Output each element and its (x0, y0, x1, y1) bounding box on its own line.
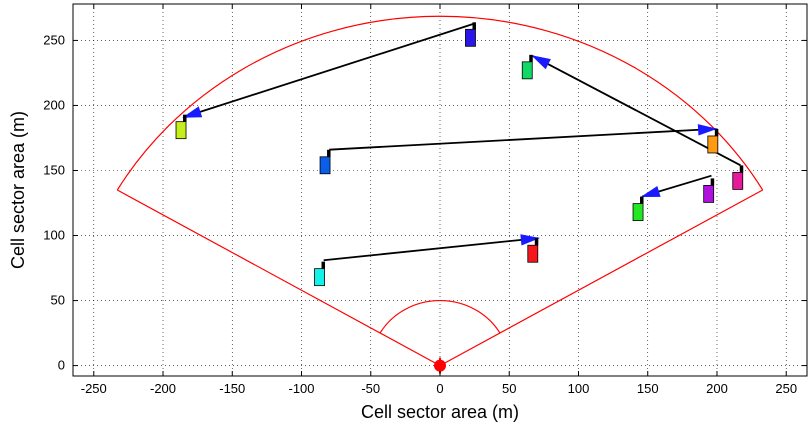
user-antenna (321, 261, 326, 269)
x-axis-label: Cell sector area (m) (361, 402, 519, 422)
user-marker (732, 171, 744, 190)
x-tick-label: 250 (775, 381, 797, 396)
link-line (323, 237, 539, 262)
sector-inner-arc (379, 300, 501, 334)
x-tick-label: -150 (219, 381, 245, 396)
user-antenna (472, 22, 476, 30)
links (182, 22, 741, 262)
link-line (183, 22, 475, 119)
link-arrowhead (697, 124, 718, 136)
link-arrowhead (640, 186, 661, 198)
user-antenna (534, 238, 539, 246)
x-tick-label: 100 (568, 381, 590, 396)
link-line (329, 127, 716, 151)
link-line (532, 55, 741, 167)
user-marker (465, 28, 476, 47)
user-antenna (640, 196, 644, 204)
x-tick-label: 50 (502, 381, 516, 396)
x-tick-label: 0 (436, 381, 443, 396)
user-antenna (327, 149, 331, 157)
x-tick-label: -200 (150, 381, 176, 396)
user-antenna (739, 165, 744, 173)
y-tick-label: 150 (43, 162, 65, 177)
x-tick-label: -50 (361, 381, 380, 396)
y-axis-label: Cell sector area (m) (8, 111, 28, 269)
x-tick-label: -250 (81, 381, 107, 396)
sector-right-edge (439, 189, 763, 367)
sector-left-edge (117, 189, 441, 367)
grid (73, 4, 807, 376)
user-antenna (529, 54, 533, 62)
link-arrowhead (531, 55, 551, 70)
y-tick-label: 50 (51, 293, 65, 308)
x-tick-label: 200 (706, 381, 728, 396)
user-marker (314, 268, 325, 287)
user-marker (527, 244, 539, 263)
base-station (434, 357, 446, 374)
users (175, 22, 744, 287)
x-tick-label: 150 (637, 381, 659, 396)
link-arrowhead (520, 234, 541, 246)
y-tick-label: 250 (43, 32, 65, 47)
user-marker (319, 156, 331, 175)
x-tick-label: -100 (288, 381, 314, 396)
user-antenna (710, 178, 715, 186)
y-tick-label: 200 (43, 97, 65, 112)
sector-outer-arc (116, 15, 764, 191)
user-antenna (714, 128, 719, 136)
link-arrowhead (182, 106, 203, 118)
user-marker (703, 185, 715, 203)
y-tick-label: 100 (43, 228, 65, 243)
ticks: -250 -200 -150 -100 -50 0 50 100 150 200 250 0 50 100… (43, 4, 807, 396)
user-marker (175, 121, 187, 140)
user-marker (707, 135, 719, 154)
user-marker (521, 61, 533, 80)
sector-boundary (116, 15, 764, 367)
user-antenna (183, 114, 187, 122)
y-tick-label: 0 (58, 358, 65, 373)
user-marker (632, 203, 644, 222)
